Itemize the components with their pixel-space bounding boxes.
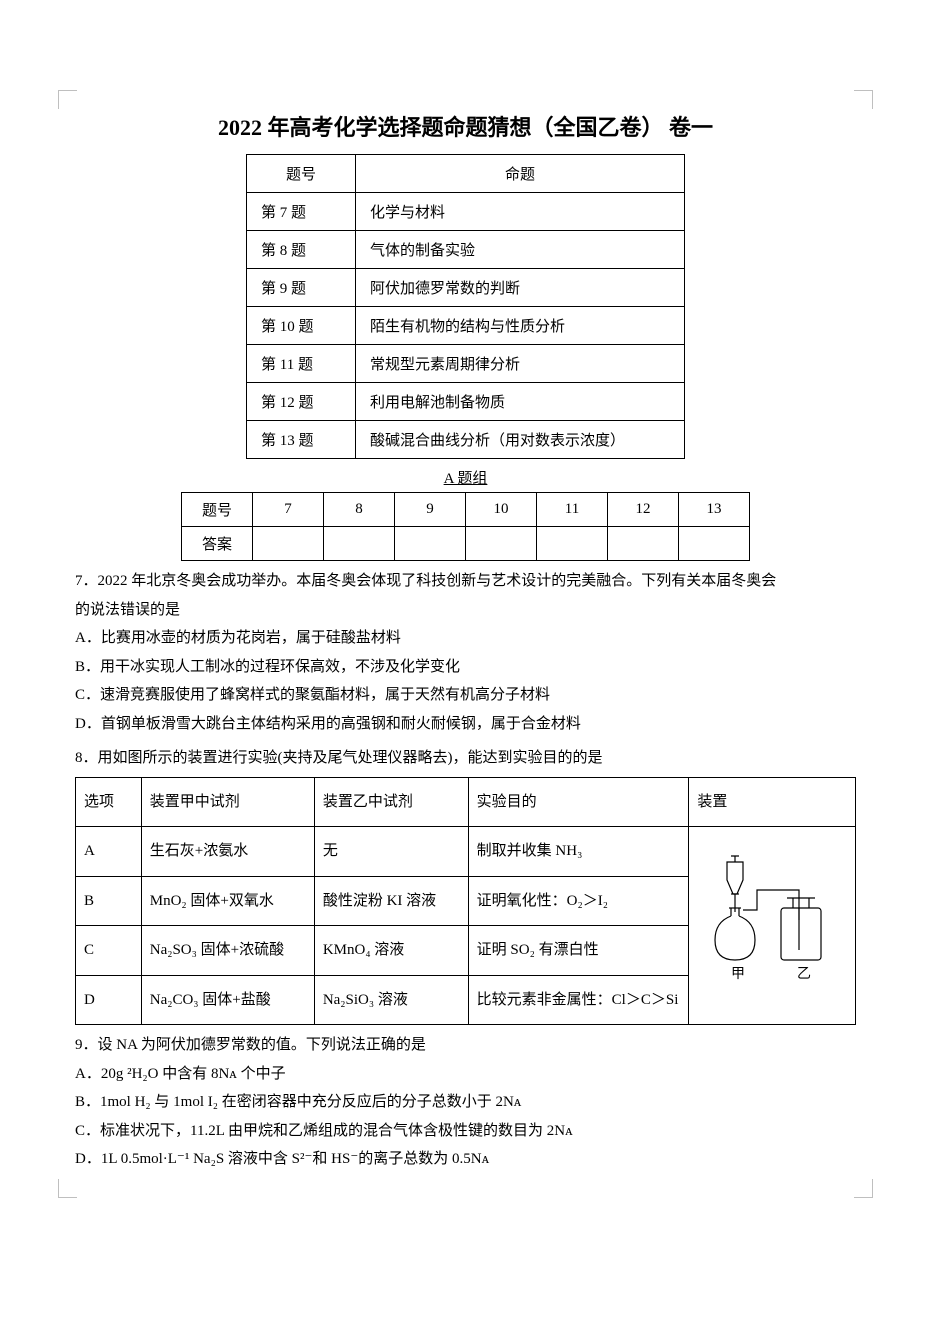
exp-header: 装置 [689,777,856,827]
crop-mark-tl [58,90,77,109]
q9-option-a: A．20g ²H₂O 中含有 8Nᴀ 个中子 [75,1060,856,1089]
q9-option-b: B．1mol H₂ 与 1mol I₂ 在密闭容器中充分反应后的分子总数小于 2… [75,1088,856,1117]
table-row: 第 12 题利用电解池制备物质 [247,383,685,421]
cell: 制取并收集 NH₃ [468,827,689,877]
table-row: 答案 [182,527,750,561]
cell: A [76,827,142,877]
cell: 第 10 题 [247,307,356,345]
cell [608,527,679,561]
table-row: 第 10 题陌生有机物的结构与性质分析 [247,307,685,345]
cell: 第 9 题 [247,269,356,307]
cell: 酸性淀粉 KI 溶液 [314,876,468,926]
experiment-table: 选项 装置甲中试剂 装置乙中试剂 实验目的 装置 A 生石灰+浓氨水 无 制取并… [75,777,856,1026]
crop-mark-bl [58,1179,77,1198]
cell: 第 13 题 [247,421,356,459]
q8-stem: 8．用如图所示的装置进行实验(夹持及尾气处理仪器略去)，能达到实验目的的是 [75,744,856,773]
table-row: 第 8 题气体的制备实验 [247,231,685,269]
cell [466,527,537,561]
cell: C [76,926,142,976]
cell [324,527,395,561]
table-row: 第 13 题酸碱混合曲线分析（用对数表示浓度） [247,421,685,459]
exp-header: 选项 [76,777,142,827]
cell: 10 [466,493,537,527]
cell: 8 [324,493,395,527]
cell: 酸碱混合曲线分析（用对数表示浓度） [356,421,685,459]
cell: 阿伏加德罗常数的判断 [356,269,685,307]
q9-option-d: D．1L 0.5mol·L⁻¹ Na₂S 溶液中含 S²⁻和 HS⁻的离子总数为… [75,1145,856,1174]
cell: 第 12 题 [247,383,356,421]
cell: 12 [608,493,679,527]
table-row: 题号 7 8 9 10 11 12 13 [182,493,750,527]
apparatus-icon: 甲 乙 [697,850,837,1001]
table-row: 第 11 题常规型元素周期律分析 [247,345,685,383]
cell: 9 [395,493,466,527]
cell: 证明氧化性：O₂＞I₂ [468,876,689,926]
exp-header: 装置乙中试剂 [314,777,468,827]
question-7: 7．2022 年北京冬奥会成功举办。本届冬奥会体现了科技创新与艺术设计的完美融合… [75,567,856,738]
label-yi: 乙 [797,966,811,982]
cell: 第 8 题 [247,231,356,269]
cell: 气体的制备实验 [356,231,685,269]
question-9: 9．设 NA 为阿伏加德罗常数的值。下列说法正确的是 A．20g ²H₂O 中含… [75,1031,856,1174]
crop-mark-br [854,1179,873,1198]
label-jia: 甲 [731,967,745,982]
q9-option-c: C．标准状况下，11.2L 由甲烷和乙烯组成的混合气体含极性键的数目为 2Nᴀ [75,1117,856,1146]
q9-stem: 9．设 NA 为阿伏加德罗常数的值。下列说法正确的是 [75,1031,856,1060]
cell: 11 [537,493,608,527]
page: 2022 年高考化学选择题命题猜想（全国乙卷） 卷一 题号 命题 第 7 题化学… [0,0,931,1234]
answer-table: 题号 7 8 9 10 11 12 13 答案 [181,492,750,561]
table-row: 第 7 题化学与材料 [247,193,685,231]
answer-row-label: 答案 [182,527,253,561]
table-row: 选项 装置甲中试剂 装置乙中试剂 实验目的 装置 [76,777,856,827]
cell [253,527,324,561]
q7-stem-line2: 的说法错误的是 [75,596,856,625]
topic-table: 题号 命题 第 7 题化学与材料 第 8 题气体的制备实验 第 9 题阿伏加德罗… [246,154,685,459]
cell: 7 [253,493,324,527]
table-row: 第 9 题阿伏加德罗常数的判断 [247,269,685,307]
cell: Na₂SO₃ 固体+浓硫酸 [141,926,314,976]
cell: 生石灰+浓氨水 [141,827,314,877]
question-8: 8．用如图所示的装置进行实验(夹持及尾气处理仪器略去)，能达到实验目的的是 选项… [75,744,856,1025]
apparatus-cell: 甲 乙 [689,827,856,1025]
cell [537,527,608,561]
cell: 陌生有机物的结构与性质分析 [356,307,685,345]
q7-stem-line1: 7．2022 年北京冬奥会成功举办。本届冬奥会体现了科技创新与艺术设计的完美融合… [75,567,856,596]
cell: D [76,975,142,1025]
exp-header: 装置甲中试剂 [141,777,314,827]
group-label: A 题组 [75,467,856,488]
cell: 常规型元素周期律分析 [356,345,685,383]
cell [679,527,750,561]
cell: Na₂CO₃ 固体+盐酸 [141,975,314,1025]
cell: 比较元素非金属性：Cl＞C＞Si [468,975,689,1025]
topic-header-num: 题号 [247,155,356,193]
cell: 证明 SO₂ 有漂白性 [468,926,689,976]
table-row: A 生石灰+浓氨水 无 制取并收集 NH₃ [76,827,856,877]
cell: 无 [314,827,468,877]
q7-option-b: B．用干冰实现人工制冰的过程环保高效，不涉及化学变化 [75,653,856,682]
cell: 利用电解池制备物质 [356,383,685,421]
cell: B [76,876,142,926]
q7-option-c: C．速滑竞赛服使用了蜂窝样式的聚氨酯材料，属于天然有机高分子材料 [75,681,856,710]
cell: 13 [679,493,750,527]
cell: MnO₂ 固体+双氧水 [141,876,314,926]
table-row: 题号 命题 [247,155,685,193]
cell: 第 11 题 [247,345,356,383]
cell [395,527,466,561]
answer-row-label: 题号 [182,493,253,527]
cell: Na₂SiO₃ 溶液 [314,975,468,1025]
page-title: 2022 年高考化学选择题命题猜想（全国乙卷） 卷一 [75,110,856,142]
q7-option-a: A．比赛用冰壶的材质为花岗岩，属于硅酸盐材料 [75,624,856,653]
exp-header: 实验目的 [468,777,689,827]
cell: 化学与材料 [356,193,685,231]
q7-option-d: D．首钢单板滑雪大跳台主体结构采用的高强钢和耐火耐候钢，属于合金材料 [75,710,856,739]
cell: KMnO₄ 溶液 [314,926,468,976]
crop-mark-tr [854,90,873,109]
topic-header-topic: 命题 [356,155,685,193]
cell: 第 7 题 [247,193,356,231]
